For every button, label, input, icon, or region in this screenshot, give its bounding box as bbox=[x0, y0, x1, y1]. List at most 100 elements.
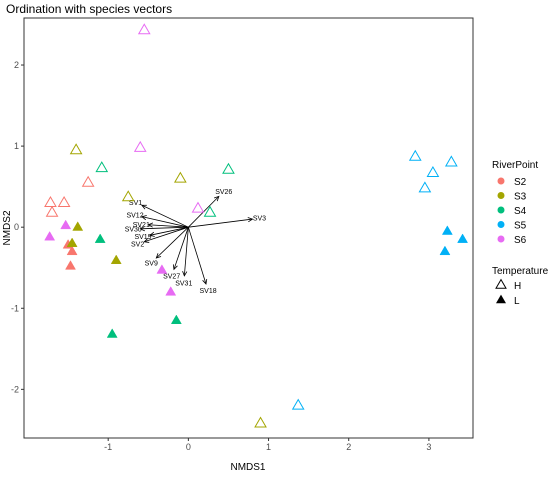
point-s3-h bbox=[69, 143, 83, 155]
legend-label-s2: S2 bbox=[514, 177, 527, 188]
vector-label: SV3 bbox=[253, 216, 266, 223]
vector-label: SV1 bbox=[129, 200, 142, 207]
vector-label: SV31 bbox=[175, 280, 192, 287]
x-tick-label: 2 bbox=[346, 442, 351, 452]
vector-label: SV2 bbox=[131, 241, 144, 248]
point-s4-h bbox=[95, 161, 109, 173]
y-tick-label: -1 bbox=[11, 303, 19, 313]
point-s5-h bbox=[426, 165, 440, 177]
x-tick-label: 3 bbox=[426, 442, 431, 452]
vector-sv9 bbox=[156, 226, 189, 259]
y-tick-label: -2 bbox=[11, 384, 19, 394]
point-s3-h bbox=[173, 171, 187, 183]
legend-label-s3: S3 bbox=[514, 192, 527, 203]
point-s4-l bbox=[170, 314, 182, 324]
point-s5-h bbox=[291, 398, 305, 410]
legend-key-s6 bbox=[497, 235, 505, 243]
vector-sv2 bbox=[144, 226, 189, 243]
vector-arrowhead bbox=[172, 264, 178, 271]
y-tick-label: 1 bbox=[14, 141, 19, 151]
vector-arrowhead bbox=[140, 215, 147, 221]
point-s5-h bbox=[444, 155, 458, 167]
point-s5-l bbox=[441, 225, 453, 235]
point-s6-h bbox=[133, 140, 147, 152]
vector-arrowhead bbox=[139, 226, 145, 232]
point-s3-l bbox=[66, 237, 78, 247]
legend-label-l: L bbox=[514, 296, 520, 307]
chart-title: Ordination with species vectors bbox=[6, 2, 172, 16]
legend-label-s4: S4 bbox=[514, 206, 527, 217]
vector-label: SV12 bbox=[126, 213, 143, 220]
vector-sv19 bbox=[149, 226, 189, 236]
vector-sv21 bbox=[148, 224, 189, 228]
point-s4-h bbox=[203, 205, 217, 217]
legend-key-s2 bbox=[497, 177, 505, 185]
legend-label-s6: S6 bbox=[514, 235, 527, 246]
point-s6-l bbox=[156, 264, 168, 274]
vector-arrowhead bbox=[202, 278, 208, 285]
vector-arrowhead bbox=[147, 222, 154, 228]
vector-sv1 bbox=[141, 204, 189, 228]
x-axis-title: NMDS1 bbox=[230, 462, 265, 473]
vector-label: SV18 bbox=[200, 288, 217, 295]
legend-title-temperature: Temperature bbox=[492, 266, 549, 277]
x-tick-label: -1 bbox=[104, 442, 112, 452]
plot-panel bbox=[23, 17, 474, 439]
point-s3-l bbox=[72, 221, 84, 231]
y-axis-title: NMDS2 bbox=[2, 210, 13, 245]
legend-key-s5 bbox=[497, 221, 505, 228]
point-s5-h bbox=[408, 149, 422, 161]
vector-sv3 bbox=[188, 218, 253, 228]
vector-sv18 bbox=[187, 227, 207, 285]
legend-label-s5: S5 bbox=[514, 221, 527, 232]
vector-sv27 bbox=[173, 227, 189, 270]
legend-key-s4 bbox=[497, 206, 505, 214]
x-tick-label: 1 bbox=[266, 442, 271, 452]
legend-key-l bbox=[496, 294, 506, 304]
point-s5-h bbox=[418, 181, 432, 193]
vector-label: SV30 bbox=[125, 227, 142, 234]
vector-arrowhead bbox=[148, 231, 155, 237]
legend-label-h: H bbox=[514, 281, 521, 292]
vector-sv30 bbox=[140, 226, 189, 230]
vector-label: SV9 bbox=[145, 260, 158, 267]
vector-sv12 bbox=[141, 216, 189, 228]
point-s6-l bbox=[165, 286, 177, 296]
point-s2-h bbox=[57, 195, 71, 207]
point-s4-l bbox=[94, 233, 106, 243]
legend: RiverPoint S2 S3 S4 S5 S6 Temperature HL bbox=[492, 160, 549, 307]
y-tick-label: 0 bbox=[14, 222, 19, 232]
legend-title-riverpoint: RiverPoint bbox=[492, 160, 538, 171]
point-s2-l bbox=[65, 260, 76, 270]
point-s6-h bbox=[191, 201, 205, 213]
point-s2-h bbox=[81, 175, 95, 187]
point-s5-l bbox=[457, 233, 469, 243]
vector-label: SV21 bbox=[133, 222, 150, 229]
vector-label: SV26 bbox=[215, 189, 232, 196]
point-s6-h bbox=[137, 23, 151, 35]
point-s4-h bbox=[222, 162, 235, 174]
legend-key-h bbox=[495, 278, 507, 289]
point-s6-l bbox=[44, 231, 56, 241]
vector-label: SV19 bbox=[134, 234, 151, 241]
point-s2-h bbox=[44, 195, 57, 207]
point-s4-l bbox=[106, 328, 118, 338]
point-s2-h bbox=[45, 205, 59, 217]
sample-points bbox=[44, 23, 469, 428]
axis-ticks: -1 0 1 2 3 -2 -1 0 1 2 bbox=[11, 60, 431, 452]
point-s3-h bbox=[254, 416, 267, 428]
vector-sv31 bbox=[183, 227, 189, 276]
vector-arrowhead bbox=[143, 238, 150, 243]
vector-arrowhead bbox=[182, 271, 188, 277]
point-s2-l bbox=[66, 245, 78, 256]
vector-arrowhead bbox=[155, 253, 162, 259]
vector-arrowhead bbox=[213, 195, 220, 202]
x-tick-label: 0 bbox=[186, 442, 191, 452]
vector-arrowhead bbox=[141, 204, 147, 210]
y-tick-label: 2 bbox=[14, 60, 19, 70]
legend-key-s3 bbox=[497, 192, 505, 199]
point-s3-h bbox=[121, 190, 135, 202]
vector-arrowhead bbox=[247, 217, 254, 223]
